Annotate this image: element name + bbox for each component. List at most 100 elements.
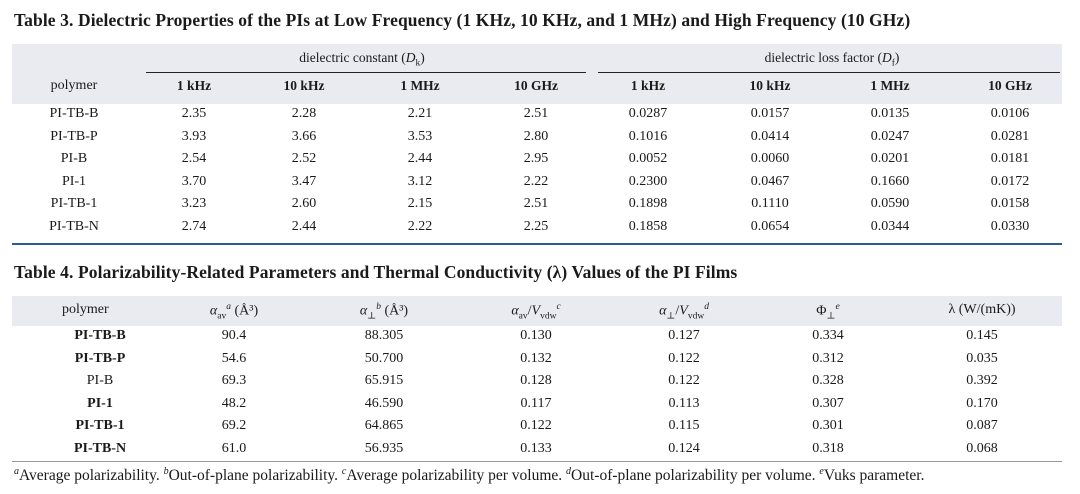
t4-cell: 56.935 (364, 441, 404, 456)
t4-cell: 0.170 (966, 395, 998, 411)
t3-row-label: PI-1 (61, 173, 87, 189)
t3-cell: 2.44 (291, 219, 317, 234)
t3-header-cell: 1 MHz (870, 78, 910, 93)
t4-cell: 0.312 (812, 350, 844, 366)
t4-cell: 0.133 (520, 441, 552, 456)
t3-cell: 2.15 (407, 196, 433, 212)
t3-cell: 2.74 (181, 219, 207, 234)
t3-row-label: PI-B (60, 151, 88, 167)
t4-cell: 0.124 (668, 441, 700, 456)
t4-cell: 0.145 (966, 328, 998, 343)
t3-cell: 2.35 (181, 106, 207, 121)
t3-cell: 2.44 (407, 151, 433, 167)
t4-cell: 65.915 (364, 373, 404, 389)
table3-group1-rule (146, 72, 586, 73)
table4-col-phi-perp: Φ⊥e (816, 302, 840, 322)
table4-footnotes: aAverage polarizability. bOut-of-plane p… (14, 466, 925, 485)
table4-title: Table 4. Polarizability-Related Paramete… (14, 262, 737, 283)
table4-col-lambda: λ (W/(mK)) (948, 302, 1016, 317)
t4-cell: 0.307 (812, 395, 844, 411)
t4-cell: 90.4 (221, 328, 247, 343)
t3-cell: 3.93 (181, 128, 207, 144)
table4-title-label: Table 4. (14, 262, 74, 282)
t3-cell: 2.51 (523, 106, 549, 121)
t3-cell: 2.25 (523, 219, 549, 234)
t3-cell: 0.0330 (990, 219, 1030, 234)
t3-cell: 3.12 (407, 173, 433, 189)
footnote-a-mark: a (14, 466, 19, 477)
t4-cell: 0.334 (812, 328, 844, 343)
table4-header-band (12, 296, 1062, 326)
t3-cell: 0.0158 (990, 196, 1030, 212)
t4-cell: 0.128 (520, 373, 552, 389)
t3-row-label: PI-TB-1 (50, 196, 98, 212)
t3-cell: 0.0467 (750, 173, 790, 189)
footnote-a-text: Average polarizability. (19, 467, 160, 485)
table4-bottom-rule (12, 461, 1062, 462)
t3-cell: 2.52 (291, 151, 317, 167)
table3-title: Table 3. Dielectric Properties of the PI… (14, 10, 910, 31)
t4-cell: 50.700 (364, 350, 404, 366)
t4-cell: 48.2 (221, 395, 247, 411)
t4-row-label: PI-TB-B (74, 328, 126, 343)
t3-row-label: PI-TB-P (50, 128, 98, 144)
table3-header-band (12, 44, 1062, 104)
table4-col-alpha-perp: α⊥b (Å³) (359, 302, 409, 322)
table4-title-text: Polarizability-Related Parameters and Th… (77, 262, 738, 282)
t3-cell: 0.1858 (628, 219, 668, 234)
table3-title-label: Table 3. (14, 10, 74, 30)
t3-cell: 0.0181 (990, 151, 1030, 167)
t3-cell: 2.51 (523, 196, 549, 212)
t4-cell: 0.132 (520, 350, 552, 366)
t3-cell: 0.1660 (870, 173, 910, 189)
t3-cell: 0.0414 (750, 128, 790, 144)
t4-cell: 46.590 (364, 395, 404, 411)
t4-cell: 54.6 (221, 350, 247, 366)
table3-group2-rule (598, 72, 1060, 73)
t3-cell: 0.1110 (751, 196, 789, 212)
footnote-b-text: Out-of-plane polarizability. (168, 467, 339, 485)
t4-cell: 0.130 (520, 328, 552, 343)
t4-row-label: PI-1 (87, 395, 113, 411)
t4-row-label: PI-TB-N (73, 441, 127, 456)
t4-cell: 0.035 (966, 350, 998, 366)
t3-cell: 0.0344 (870, 219, 910, 234)
t3-cell: 3.66 (291, 128, 317, 144)
t4-cell: 69.3 (221, 373, 247, 389)
t4-cell: 0.328 (812, 373, 844, 389)
table4-col-alpha-av-per-vvdw: αav/Vvdwc (511, 302, 561, 322)
t3-cell: 2.95 (523, 151, 549, 167)
t3-cell: 2.22 (523, 173, 549, 189)
table3-title-text: Dielectric Properties of the PIs at Low … (77, 10, 911, 30)
t3-header-cell: polymer (50, 78, 98, 93)
t3-header-cell: 10 GHz (514, 78, 558, 93)
t3-cell: 0.0201 (870, 151, 910, 167)
t4-row-label: PI-B (86, 373, 114, 389)
t3-header-cell: 10 kHz (749, 78, 791, 93)
t4-cell: 0.392 (966, 373, 998, 389)
t3-row-label: PI-TB-B (49, 106, 99, 121)
table3-group-dielectric-constant: dielectric constant (Dk) (299, 50, 425, 69)
t3-cell: 2.54 (181, 151, 207, 167)
t3-header-cell: 1 kHz (630, 78, 666, 93)
t4-cell: 0.318 (812, 441, 844, 456)
footnote-d-text: Out-of-plane polarizability per volume. (571, 467, 816, 485)
t3-cell: 0.0287 (628, 106, 668, 121)
t3-cell: 0.0281 (990, 128, 1030, 144)
t3-cell: 2.80 (523, 128, 549, 144)
t3-cell: 0.0052 (628, 151, 668, 167)
t3-cell: 0.0654 (750, 219, 790, 234)
t4-cell: 0.115 (668, 418, 700, 434)
footnote-b-mark: b (163, 466, 169, 477)
t4-cell: 0.087 (966, 418, 998, 434)
t4-cell: 0.117 (520, 395, 552, 411)
t4-row-label: PI-TB-P (74, 350, 126, 366)
t4-cell: 61.0 (221, 441, 247, 456)
t4-cell: 88.305 (364, 328, 404, 343)
t4-cell: 64.865 (364, 418, 404, 434)
table4-col-alpha-perp-per-vvdw: α⊥/Vvdwd (659, 302, 709, 322)
table4-col-polymer: polymer (62, 302, 109, 317)
t4-cell: 0.127 (668, 328, 700, 343)
t3-cell: 0.1016 (628, 128, 668, 144)
t3-cell: 2.28 (291, 106, 317, 121)
